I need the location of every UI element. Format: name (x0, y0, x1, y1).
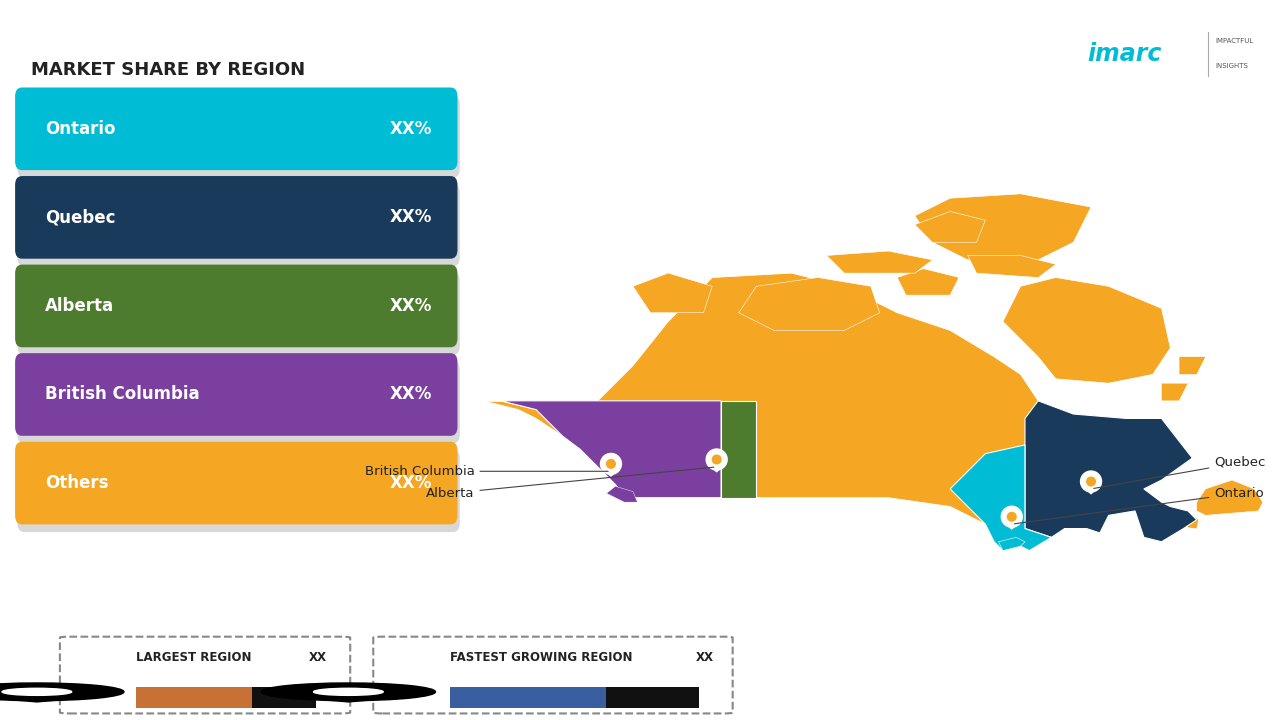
Circle shape (0, 683, 124, 701)
Circle shape (1087, 477, 1096, 486)
Polygon shape (708, 462, 726, 472)
Circle shape (600, 454, 622, 474)
Polygon shape (1197, 480, 1263, 516)
Polygon shape (897, 269, 959, 295)
Polygon shape (602, 467, 621, 476)
FancyBboxPatch shape (15, 354, 457, 436)
Bar (137, 687, 252, 708)
Circle shape (713, 455, 721, 464)
FancyBboxPatch shape (15, 442, 457, 524)
FancyBboxPatch shape (18, 95, 460, 178)
Polygon shape (1187, 516, 1198, 528)
Text: XX%: XX% (389, 474, 433, 492)
Polygon shape (1004, 277, 1170, 383)
FancyBboxPatch shape (15, 265, 457, 347)
FancyBboxPatch shape (18, 184, 460, 266)
Circle shape (607, 459, 616, 468)
Text: Alberta: Alberta (426, 467, 714, 500)
Text: REGIONAL ANALYSIS: REGIONAL ANALYSIS (525, 48, 781, 68)
Polygon shape (1002, 520, 1021, 529)
Circle shape (707, 449, 727, 470)
Polygon shape (998, 537, 1025, 551)
Polygon shape (634, 273, 712, 312)
Polygon shape (484, 273, 1197, 551)
Circle shape (314, 688, 383, 696)
Bar (449, 687, 607, 708)
Bar (449, 687, 699, 708)
Text: XX%: XX% (389, 297, 433, 315)
Text: XX%: XX% (389, 385, 433, 403)
Text: INSIGHTS: INSIGHTS (1215, 63, 1248, 69)
Polygon shape (721, 401, 756, 498)
Polygon shape (1082, 485, 1101, 494)
FancyBboxPatch shape (15, 176, 457, 258)
Text: FASTEST GROWING REGION: FASTEST GROWING REGION (449, 651, 632, 664)
Circle shape (1001, 506, 1023, 527)
Text: Alberta: Alberta (45, 297, 114, 315)
Text: IMPACTFUL: IMPACTFUL (1215, 37, 1253, 44)
FancyBboxPatch shape (18, 361, 460, 444)
Circle shape (1007, 513, 1016, 521)
Text: LARGEST REGION: LARGEST REGION (137, 651, 252, 664)
Text: Ontario: Ontario (45, 120, 115, 138)
Polygon shape (1179, 357, 1206, 374)
Polygon shape (915, 194, 1091, 260)
Text: Quebec: Quebec (1094, 456, 1266, 488)
Text: XX%: XX% (389, 120, 433, 138)
Bar (137, 687, 316, 708)
Text: Others: Others (45, 474, 109, 492)
Text: Ontario: Ontario (1015, 487, 1265, 523)
Polygon shape (607, 486, 637, 502)
Text: XX: XX (696, 651, 714, 664)
FancyBboxPatch shape (374, 636, 732, 714)
Polygon shape (827, 251, 932, 273)
Polygon shape (0, 695, 115, 702)
Circle shape (1080, 471, 1102, 492)
Text: British Columbia: British Columbia (45, 385, 200, 403)
Text: British Columbia: British Columbia (365, 465, 608, 478)
Polygon shape (739, 277, 879, 330)
Circle shape (261, 683, 435, 701)
Polygon shape (1161, 383, 1188, 401)
Text: Quebec: Quebec (45, 208, 115, 226)
Text: imarc: imarc (1087, 42, 1161, 66)
FancyBboxPatch shape (60, 636, 351, 714)
Text: XX: XX (310, 651, 328, 664)
Polygon shape (270, 695, 428, 702)
Polygon shape (915, 212, 986, 242)
Text: MARKET SHARE BY REGION: MARKET SHARE BY REGION (31, 61, 306, 79)
FancyBboxPatch shape (18, 272, 460, 355)
FancyBboxPatch shape (15, 87, 457, 170)
Polygon shape (968, 256, 1056, 277)
Text: XX%: XX% (389, 208, 433, 226)
FancyBboxPatch shape (18, 449, 460, 532)
Circle shape (3, 688, 72, 696)
Polygon shape (950, 445, 1051, 551)
Polygon shape (484, 401, 721, 498)
Polygon shape (1025, 401, 1197, 541)
